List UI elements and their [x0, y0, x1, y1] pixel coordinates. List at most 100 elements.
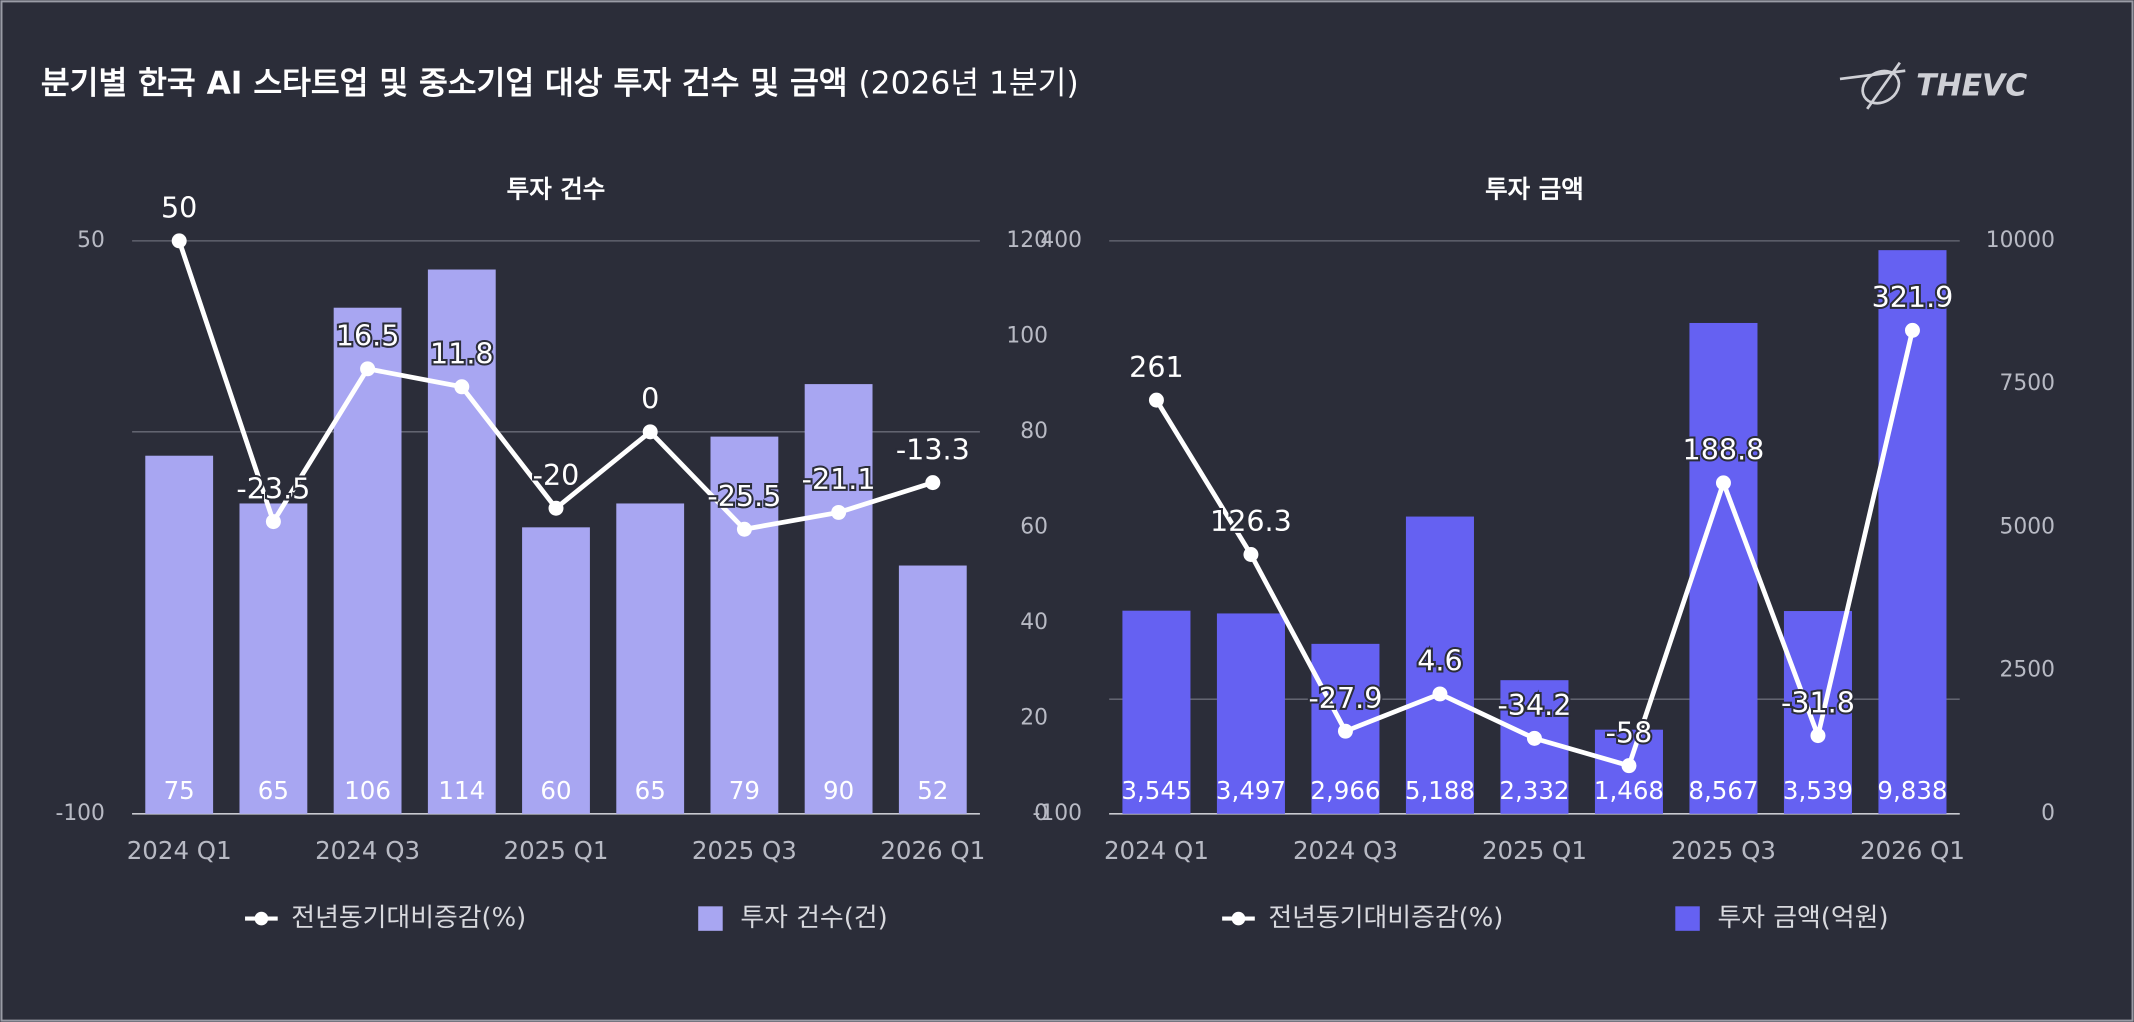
point-label: 188.8	[1683, 433, 1765, 467]
bar	[145, 455, 214, 814]
line-point	[1810, 728, 1826, 744]
chart-title: 투자 금액	[1485, 175, 1584, 204]
logo-icon	[1839, 61, 1906, 110]
point-label: 50	[161, 191, 197, 225]
bar	[333, 307, 402, 814]
title: 분기별 한국 AI 스타트업 및 중소기업 대상 투자 건수 및 금액	[41, 65, 848, 101]
bar-value-label: 114	[438, 776, 485, 805]
legend-label: 투자 건수(건)	[740, 903, 887, 933]
legend-marker	[254, 911, 269, 926]
y2-tick-label: 2500	[2000, 658, 2055, 683]
bar-value-label: 3,497	[1216, 776, 1286, 805]
bar-value-label: 65	[258, 776, 289, 805]
line-point	[1432, 686, 1448, 702]
y3-tick-label: 0	[1034, 801, 1048, 826]
logo: THEVC	[1916, 69, 2027, 104]
legend-swatch	[1675, 906, 1700, 931]
legend-label: 전년동기대비증감(%)	[1268, 903, 1503, 933]
line-point	[171, 233, 187, 249]
bar-value-label: 106	[344, 776, 391, 805]
bar	[1405, 516, 1474, 814]
bar-value-label: 3,545	[1121, 776, 1191, 805]
line-point	[1243, 547, 1259, 562]
y-tick-label: 400	[1040, 228, 1082, 253]
bar-value-label: 2,966	[1310, 776, 1380, 805]
point-label: -27.9	[1308, 681, 1382, 715]
point-label: -58	[1606, 715, 1653, 749]
line-point	[1526, 730, 1542, 746]
line-point	[1337, 723, 1353, 739]
y3-tick-label: 60	[1020, 514, 1048, 539]
legend-label: 전년동기대비증감(%)	[291, 903, 526, 933]
y3-tick-label: 20	[1020, 705, 1048, 730]
bar-value-label: 65	[635, 776, 666, 805]
y2-tick-label: 0	[2041, 801, 2055, 826]
bar	[239, 503, 308, 814]
y2-tick-label: 7500	[2000, 371, 2055, 396]
bar-value-label: 90	[823, 776, 854, 805]
line-point	[1715, 475, 1731, 491]
bar	[522, 527, 590, 814]
bar	[804, 384, 873, 814]
point-label: -21.1	[802, 462, 876, 496]
point-label: -20	[533, 458, 580, 492]
point-label: 261	[1129, 350, 1184, 384]
point-label: -31.8	[1781, 685, 1855, 719]
y-tick-label: -100	[55, 801, 104, 826]
chart-title: 투자 건수	[507, 175, 606, 204]
bar-value-label: 79	[729, 776, 760, 805]
bar	[710, 436, 779, 814]
bar	[1122, 610, 1191, 814]
x-tick-label: 2024 Q3	[1293, 836, 1398, 865]
x-tick-label: 2026 Q1	[1860, 836, 1965, 865]
line-point	[1621, 758, 1637, 774]
point-label: 0	[641, 382, 659, 416]
point-label: -23.5	[236, 471, 310, 505]
point-label: -25.5	[707, 479, 781, 513]
line-point	[360, 361, 376, 377]
bar-value-label: 2,332	[1499, 776, 1569, 805]
point-label: 321.9	[1872, 280, 1954, 314]
point-label: 126.3	[1210, 504, 1292, 538]
bar-value-label: 52	[917, 776, 948, 805]
x-tick-label: 2025 Q3	[1671, 836, 1776, 865]
y-tick-label: -100	[1033, 801, 1082, 826]
legend-swatch	[698, 906, 723, 931]
bar-value-label: 9,838	[1877, 776, 1947, 805]
point-label: 4.6	[1417, 644, 1462, 678]
x-tick-label: 2024 Q3	[315, 836, 420, 865]
bar	[1878, 250, 1947, 814]
bar-value-label: 8,567	[1688, 776, 1758, 805]
bar	[616, 503, 685, 814]
x-tick-label: 2024 Q1	[127, 836, 232, 865]
x-tick-label: 2026 Q1	[880, 836, 985, 865]
line-point	[736, 521, 752, 537]
y2-tick-label: 10000	[1986, 228, 2055, 253]
line-point	[925, 475, 941, 491]
bar	[1689, 322, 1758, 814]
subtitle: (2026년 1분기)	[858, 65, 1078, 101]
bar-value-label: 3,539	[1783, 776, 1853, 805]
line-point	[548, 500, 564, 516]
y3-tick-label: 40	[1020, 610, 1048, 635]
page-title: 분기별 한국 AI 스타트업 및 중소기업 대상 투자 건수 및 금액 (2026…	[41, 65, 1079, 101]
line-point	[831, 504, 847, 520]
legend-label: 투자 금액(억원)	[1717, 903, 1888, 933]
line-point	[1148, 392, 1164, 408]
y3-tick-label: 80	[1020, 419, 1048, 444]
x-tick-label: 2025 Q1	[1482, 836, 1587, 865]
point-label: -13.3	[896, 432, 970, 466]
bar	[427, 269, 496, 814]
line-point	[1904, 322, 1920, 338]
bar-value-label: 75	[164, 776, 195, 805]
bar-value-label: 5,188	[1405, 776, 1475, 805]
line-point	[454, 379, 470, 395]
point-label: 11.8	[430, 336, 494, 370]
x-tick-label: 2024 Q1	[1104, 836, 1209, 865]
y3-tick-label: 120	[1006, 228, 1048, 253]
line-point	[265, 514, 281, 530]
point-label: 16.5	[336, 319, 400, 353]
bar	[898, 565, 967, 814]
